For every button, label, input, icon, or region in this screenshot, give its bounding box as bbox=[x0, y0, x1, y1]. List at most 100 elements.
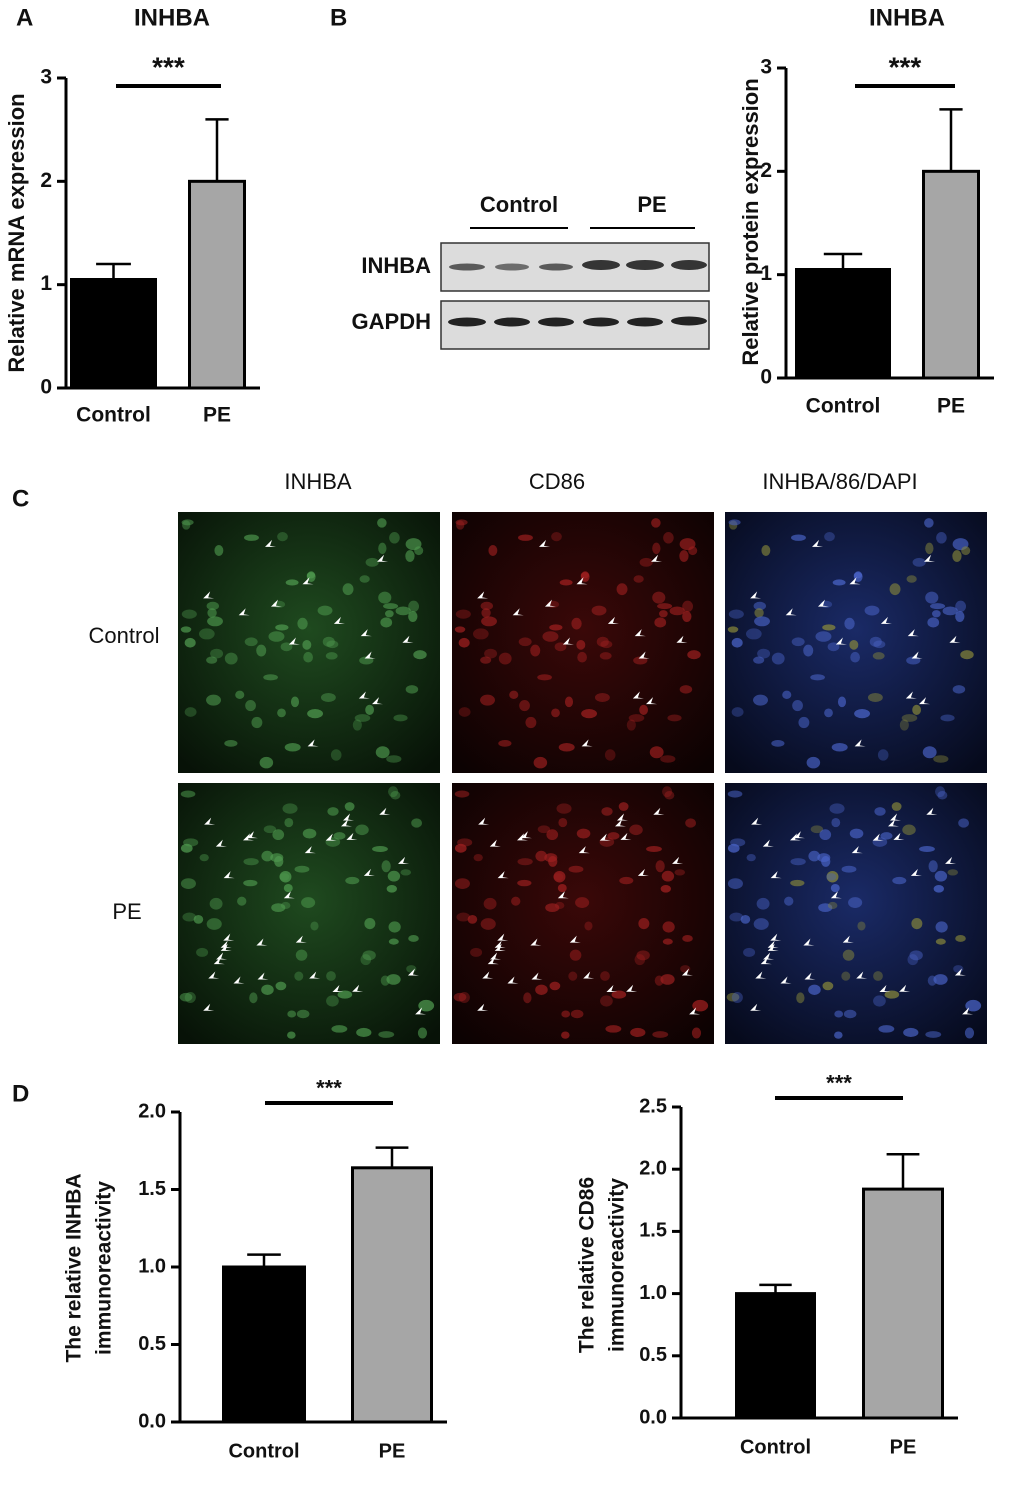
micrograph bbox=[178, 512, 440, 773]
panel-label: C bbox=[12, 485, 29, 512]
micrograph bbox=[725, 783, 987, 1044]
micrographs bbox=[178, 512, 987, 1044]
arrowhead bbox=[238, 608, 250, 616]
arrowhead bbox=[638, 651, 650, 659]
cell bbox=[854, 709, 871, 719]
panel-label: B bbox=[330, 4, 347, 31]
cell bbox=[356, 1027, 372, 1038]
cell bbox=[553, 870, 566, 883]
cell bbox=[932, 610, 941, 618]
cell bbox=[611, 990, 627, 999]
arrowhead bbox=[288, 637, 300, 645]
error-bar bbox=[886, 1153, 920, 1190]
cell bbox=[806, 756, 821, 769]
arrowhead bbox=[890, 813, 902, 821]
arrowhead bbox=[490, 952, 502, 960]
cell bbox=[889, 583, 901, 596]
y-tick-label: 1.5 bbox=[138, 1178, 166, 1200]
cell bbox=[601, 807, 613, 816]
cell bbox=[796, 992, 805, 1004]
cell bbox=[268, 631, 285, 642]
cell bbox=[480, 918, 496, 930]
cell bbox=[561, 1010, 571, 1018]
cell bbox=[652, 591, 666, 604]
cell bbox=[569, 949, 582, 961]
cell bbox=[878, 1025, 895, 1033]
cell bbox=[184, 992, 196, 1003]
arrowhead bbox=[223, 871, 235, 879]
arrowhead bbox=[246, 831, 258, 839]
cell bbox=[454, 878, 470, 889]
x-tick-label: PE bbox=[937, 395, 965, 418]
cell bbox=[378, 591, 392, 604]
cell bbox=[605, 1025, 622, 1033]
y-axis-label: Relative protein expression bbox=[738, 78, 763, 365]
cell bbox=[564, 696, 574, 708]
column-label: INHBA/86/DAPI bbox=[762, 469, 917, 494]
arrowhead bbox=[905, 691, 917, 699]
arrowhead bbox=[919, 697, 931, 705]
cell bbox=[577, 651, 587, 663]
cell bbox=[287, 1010, 297, 1018]
cell bbox=[535, 850, 548, 862]
cell bbox=[330, 749, 342, 761]
cell bbox=[180, 790, 196, 798]
significance-label: *** bbox=[826, 1071, 852, 1096]
arrowhead bbox=[893, 832, 905, 840]
arrowhead bbox=[377, 554, 389, 562]
blot-row: INHBA bbox=[361, 253, 431, 278]
cell bbox=[405, 685, 419, 694]
cell bbox=[952, 550, 962, 562]
cell bbox=[517, 879, 532, 887]
cell bbox=[454, 843, 467, 853]
cell bbox=[912, 704, 921, 715]
arrowhead bbox=[578, 846, 590, 854]
cell bbox=[659, 610, 668, 618]
cell bbox=[843, 1009, 857, 1019]
arrowhead bbox=[842, 935, 854, 943]
cell bbox=[480, 694, 495, 706]
cell bbox=[961, 546, 971, 556]
cell bbox=[834, 1010, 844, 1018]
arrowhead bbox=[539, 539, 551, 547]
arrowhead bbox=[770, 933, 782, 941]
y-tick-label: 0.0 bbox=[639, 1406, 667, 1428]
cell bbox=[867, 692, 883, 702]
cell bbox=[740, 915, 751, 924]
cell bbox=[244, 637, 258, 647]
cell bbox=[326, 995, 339, 1007]
arrowhead bbox=[637, 868, 649, 876]
cell bbox=[275, 981, 287, 991]
cell bbox=[344, 802, 355, 811]
cell bbox=[249, 992, 258, 1004]
cell bbox=[380, 975, 390, 986]
cell bbox=[679, 685, 693, 694]
cell bbox=[790, 879, 805, 887]
cell bbox=[417, 1027, 428, 1039]
cell bbox=[958, 818, 970, 828]
cell bbox=[827, 642, 840, 652]
cell bbox=[872, 652, 885, 660]
cell bbox=[405, 550, 415, 562]
cell bbox=[654, 975, 664, 986]
cell bbox=[206, 656, 218, 664]
cell bbox=[634, 954, 646, 966]
cell bbox=[922, 746, 937, 759]
arrowhead bbox=[487, 957, 499, 965]
cell bbox=[784, 896, 794, 906]
western-blot: Control PE INHBA GAPDH bbox=[352, 192, 710, 350]
cell bbox=[488, 545, 498, 556]
cell bbox=[481, 608, 491, 618]
cell bbox=[575, 897, 590, 908]
y-tick-label: 3 bbox=[40, 66, 52, 89]
cell bbox=[652, 542, 661, 555]
cell bbox=[453, 992, 467, 1002]
cell bbox=[906, 575, 917, 583]
cell bbox=[607, 832, 620, 840]
blot-group: PE bbox=[637, 192, 666, 217]
cell bbox=[688, 546, 698, 556]
cell bbox=[387, 870, 401, 882]
cell bbox=[884, 990, 900, 999]
